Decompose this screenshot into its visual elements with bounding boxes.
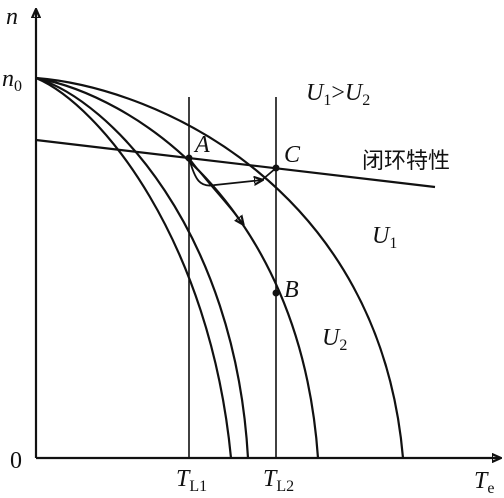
- closed-loop-label: 闭环特性: [362, 149, 450, 174]
- condition-label: U1>U2: [306, 80, 370, 109]
- n0-label: n0: [2, 66, 22, 95]
- tl2-label: TL2: [263, 466, 294, 495]
- cond-left-sub: 1: [323, 92, 331, 109]
- origin-label: 0: [10, 448, 22, 474]
- point-a: [185, 154, 193, 162]
- tl1-sub: L1: [189, 478, 207, 495]
- point-a-label: A: [193, 132, 210, 158]
- point-c: [272, 164, 280, 172]
- closed-loop-line: [35, 138, 436, 189]
- tl1-main: T: [176, 466, 191, 492]
- x-axis-main: T: [474, 468, 489, 494]
- point-c-label: C: [284, 142, 301, 168]
- point-b-label: B: [284, 277, 299, 303]
- cond-right: U: [345, 80, 364, 106]
- u1-main: U: [372, 223, 391, 249]
- n0-sub: 0: [14, 78, 22, 95]
- curve-4: [35, 76, 233, 459]
- cond-left: U: [306, 80, 325, 106]
- cond-op: >: [331, 80, 345, 106]
- transition-ab: [188, 157, 243, 224]
- x-axis-label: Te: [474, 468, 494, 497]
- n0-main: n: [2, 66, 14, 92]
- cond-right-sub: 2: [362, 92, 370, 109]
- transition-ac: [188, 157, 262, 187]
- curve-u1: [35, 76, 405, 459]
- u2-sub: 2: [339, 337, 347, 354]
- u2-label: U2: [322, 325, 347, 354]
- point-b: [272, 289, 280, 297]
- x-axis-sub: e: [487, 480, 494, 497]
- y-axis-label: n: [6, 4, 18, 30]
- curve-3: [35, 76, 250, 459]
- tl1-label: TL1: [176, 466, 207, 495]
- tl2-main: T: [263, 466, 278, 492]
- tl2-sub: L2: [276, 478, 294, 495]
- u1-label: U1: [372, 223, 397, 252]
- u2-main: U: [322, 325, 341, 351]
- u1-sub: 1: [389, 235, 397, 252]
